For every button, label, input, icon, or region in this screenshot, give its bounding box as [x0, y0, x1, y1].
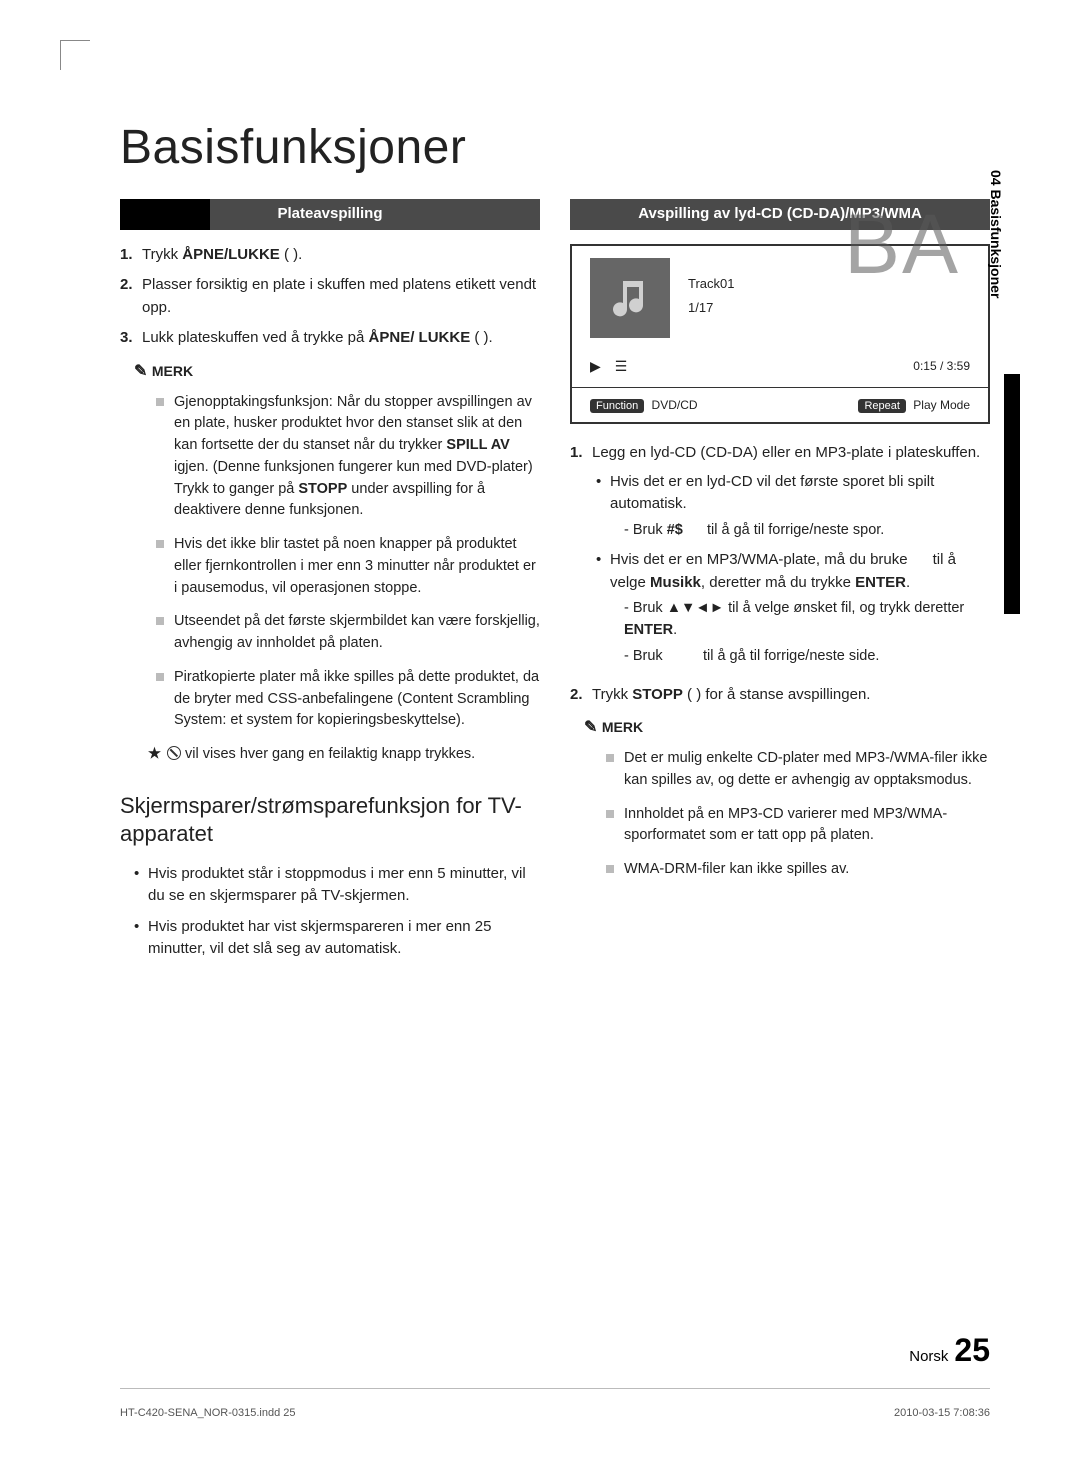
- section-header-disc-playback: Plateavspilling: [120, 199, 540, 230]
- left-column: Plateavspilling 1.Trykk ÅPNE/LUKKE ( ).2…: [120, 199, 540, 969]
- time-display: 0:15 / 3:59: [913, 357, 970, 375]
- footer-filename: HT-C420-SENA_NOR-0315.indd 25: [120, 1407, 295, 1419]
- repeat-value: Play Mode: [913, 398, 970, 412]
- function-value: DVD/CD: [652, 398, 698, 412]
- page-number: Norsk25: [909, 1332, 990, 1369]
- audio-cd-notes: Det er mulig enkelte CD-plater med MP3-/…: [570, 748, 990, 881]
- star-note: ★ vil vises hver gang en feilaktig knapp…: [120, 744, 540, 766]
- footer: HT-C420-SENA_NOR-0315.indd 25 2010-03-15…: [120, 1407, 990, 1419]
- play-icon: ▶: [590, 356, 601, 377]
- disc-playback-notes: Gjenopptakingsfunksjon: Når du stopper a…: [120, 392, 540, 733]
- function-pill: Function: [590, 399, 644, 413]
- track-count: 1/17: [688, 298, 734, 318]
- page-title: Basisfunksjoner: [120, 120, 990, 175]
- screensaver-heading: Skjermsparer/strømsparefunksjon for TV-a…: [120, 792, 540, 849]
- repeat-pill: Repeat: [858, 399, 905, 413]
- screensaver-bullets: Hvis produktet står i stoppmodus i mer e…: [120, 863, 540, 961]
- star-icon: ★: [148, 744, 161, 766]
- track-label: Track01: [688, 274, 734, 294]
- note-label: MERK: [134, 360, 540, 384]
- playlist-icon: ☰: [615, 356, 626, 377]
- footer-rule: [120, 1388, 990, 1389]
- audio-cd-steps: 1.Legg en lyd-CD (CD-DA) eller en MP3-pl…: [570, 442, 990, 706]
- music-note-icon: [590, 258, 670, 338]
- prohibit-icon: [167, 746, 181, 760]
- cd-player-display: Track01 1/17 ▶ ☰ 0:15 / 3:59 Function D: [570, 244, 990, 425]
- side-tab-black: [1004, 374, 1020, 614]
- footer-timestamp: 2010-03-15 7:08:36: [894, 1407, 990, 1419]
- note-label-right: MERK: [584, 716, 990, 740]
- crop-mark: [60, 40, 90, 70]
- section-header-audio-cd: Avspilling av lyd-CD (CD-DA)/MP3/WMA: [570, 199, 990, 230]
- disc-playback-steps: 1.Trykk ÅPNE/LUKKE ( ).2.Plasser forsikt…: [120, 244, 540, 350]
- right-column: Avspilling av lyd-CD (CD-DA)/MP3/WMA Tra…: [570, 199, 990, 969]
- side-tab: 04 Basisfunksjoner: [988, 170, 1004, 298]
